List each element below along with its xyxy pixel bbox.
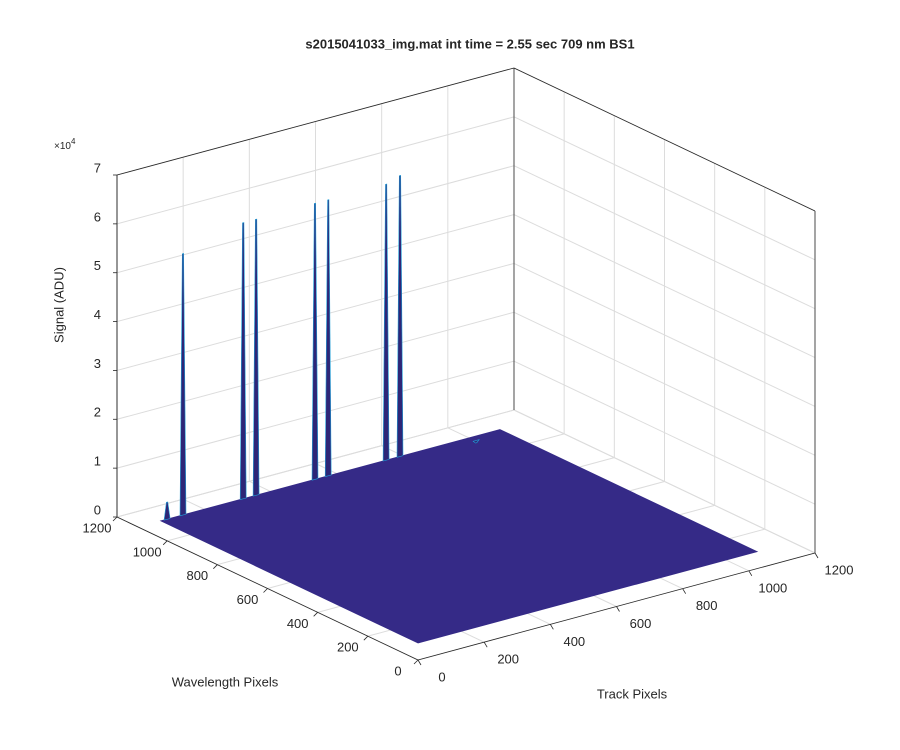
x-tick-label: 0	[438, 669, 445, 684]
peak	[311, 202, 319, 481]
y-tick-label: 1200	[83, 520, 112, 535]
y-tick-label: 200	[337, 640, 359, 655]
z-axis-label: Signal (ADU)	[51, 267, 66, 343]
z-tick-label: 5	[94, 258, 101, 273]
x-tick-label: 1200	[825, 562, 854, 577]
axes-layer: 0200400600800100012000200400600800100012…	[83, 160, 854, 684]
z-tick-label: 1	[94, 454, 101, 469]
x-tick-label: 400	[563, 634, 585, 649]
peak	[324, 199, 332, 477]
peak	[252, 218, 260, 497]
y-tick	[162, 540, 168, 546]
peak	[179, 252, 187, 517]
grid-line	[513, 409, 816, 554]
z-tick-label: 6	[94, 209, 101, 224]
y-tick	[112, 516, 118, 522]
grid-line	[513, 360, 816, 505]
chart-title: s2015041033_img.mat int time = 2.55 sec …	[305, 36, 634, 51]
x-tick	[814, 552, 819, 559]
marks-layer	[159, 175, 759, 644]
peak	[382, 183, 390, 462]
y-tick-label: 800	[186, 568, 208, 583]
x-tick-label: 1000	[758, 580, 787, 595]
y-axis-label: Wavelength Pixels	[172, 674, 279, 689]
x-tick	[748, 570, 753, 577]
y-tick-label: 1000	[133, 544, 162, 559]
grid-line	[513, 311, 816, 456]
peak	[239, 222, 247, 500]
y-tick-label: 400	[287, 616, 309, 631]
x-tick	[616, 606, 620, 612]
surface-floor	[159, 429, 759, 644]
x-tick	[549, 624, 554, 630]
z-exponent-base: ×10	[54, 141, 71, 152]
x-tick	[682, 588, 687, 594]
x-tick	[483, 641, 488, 648]
y-tick	[263, 588, 268, 593]
x-axis-label: Track Pixels	[597, 686, 668, 701]
grid-line	[513, 262, 816, 407]
z-exponent: ×104	[54, 137, 76, 152]
peak	[396, 175, 404, 458]
grid-line	[513, 214, 816, 359]
y-tick	[363, 635, 369, 641]
z-tick-label: 4	[94, 307, 101, 322]
box-edge	[116, 67, 515, 176]
z-tick-label: 3	[94, 356, 101, 371]
y-tick	[413, 659, 419, 665]
y-tick-label: 0	[394, 663, 401, 678]
peak	[472, 439, 480, 444]
z-exponent-power: 4	[71, 137, 76, 146]
y-tick	[213, 564, 218, 569]
box-edge	[513, 67, 816, 212]
grid-line	[116, 116, 515, 225]
x-tick	[417, 659, 422, 666]
x-tick-label: 600	[630, 616, 652, 631]
z-tick-label: 0	[94, 502, 101, 517]
z-tick-label: 2	[94, 405, 101, 420]
grid-line	[513, 165, 816, 310]
x-tick-label: 800	[696, 598, 718, 613]
y-tick-label: 600	[237, 592, 259, 607]
peak	[163, 501, 171, 521]
y-tick	[313, 612, 318, 617]
x-tick-label: 200	[497, 652, 519, 667]
grid-line	[513, 116, 816, 261]
z-tick-label: 7	[94, 160, 101, 175]
